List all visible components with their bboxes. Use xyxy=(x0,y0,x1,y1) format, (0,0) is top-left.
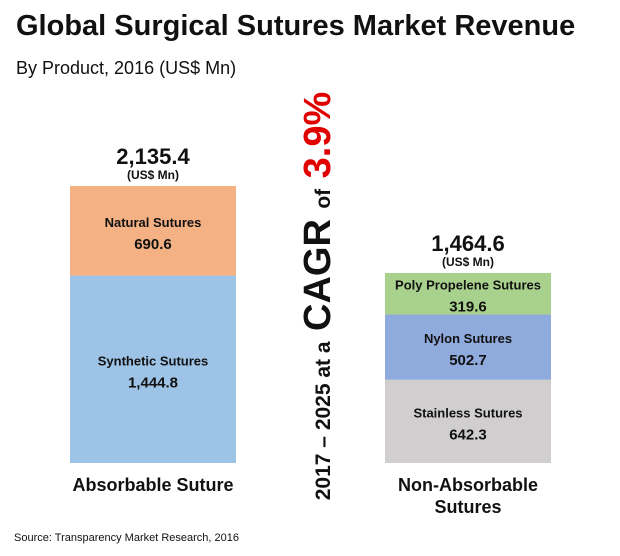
segment-value-label: 319.6 xyxy=(449,299,487,316)
segment-value-label: 690.6 xyxy=(134,236,172,253)
total-value-label: 2,135.4 xyxy=(116,144,190,169)
segment-name-label: Stainless Sutures xyxy=(413,405,522,420)
bar-segment xyxy=(385,314,551,380)
cagr-prefix: 2017 – 2025 at a xyxy=(312,341,335,500)
segment-value-label: 502.7 xyxy=(449,352,487,369)
bar-segment xyxy=(70,186,236,276)
segment-value-label: 1,444.8 xyxy=(128,374,178,391)
segment-name-label: Natural Sutures xyxy=(105,215,202,230)
segment-name-label: Synthetic Sutures xyxy=(98,353,209,368)
segment-value-label: 642.3 xyxy=(449,426,487,443)
source-note: Source: Transparency Market Research, 20… xyxy=(14,532,240,544)
category-label: Absorbable Suture xyxy=(72,475,233,495)
segment-name-label: Nylon Sutures xyxy=(424,331,512,346)
total-unit-label: (US$ Mn) xyxy=(127,168,179,182)
bar-segment xyxy=(385,273,551,315)
svg-text:2017 – 2025 at a CAGR: 2017 – 2025 at a CAGR of 3.9% xyxy=(297,92,339,501)
segment-name-label: Poly Propelene Sutures xyxy=(395,278,541,293)
category-label: Non-Absorbable Sutures xyxy=(398,475,538,517)
chart-subtitle: By Product, 2016 (US$ Mn) xyxy=(16,58,237,78)
bars-layer xyxy=(70,186,551,463)
cagr-of: of xyxy=(312,188,335,209)
total-unit-label: (US$ Mn) xyxy=(442,255,494,269)
cagr-annotation: 2017 – 2025 at a CAGR of 3.9% xyxy=(297,92,339,501)
bar-segment xyxy=(70,275,236,463)
cagr-value: 3.9% xyxy=(297,92,339,179)
total-value-label: 1,464.6 xyxy=(431,231,504,256)
chart-title: Global Surgical Sutures Market Revenue xyxy=(16,10,576,42)
bar-segment xyxy=(385,379,551,463)
cagr-word: CAGR xyxy=(297,219,339,331)
labels-layer: Synthetic Sutures 1,444.8 Natural Sutures 6… xyxy=(72,144,540,517)
